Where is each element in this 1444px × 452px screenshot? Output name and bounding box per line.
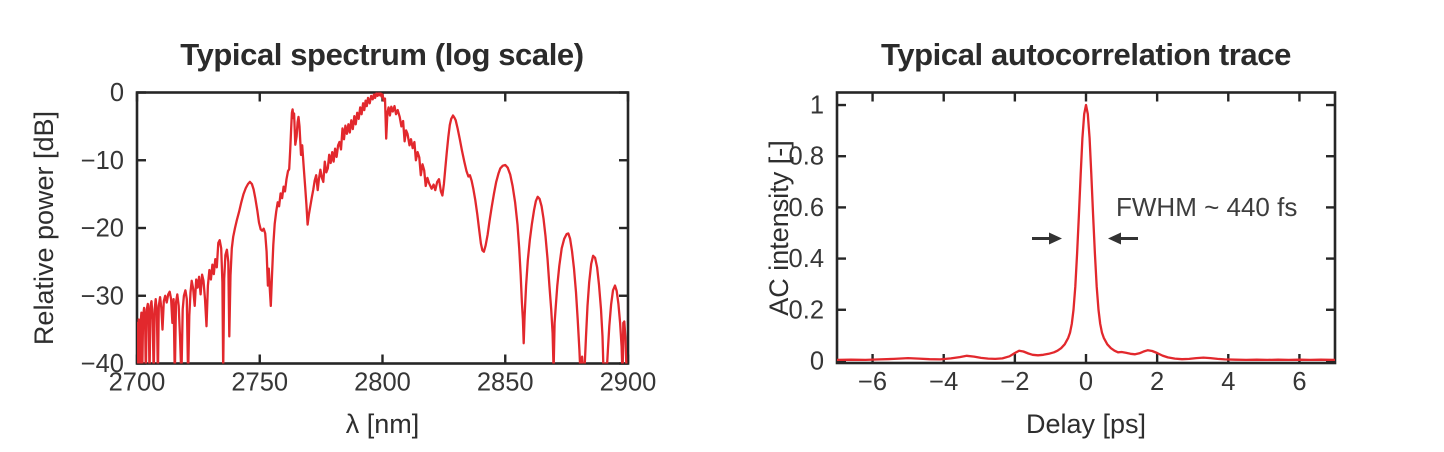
- y-tick-label: 0: [110, 79, 124, 107]
- x-tick-label: 2: [1150, 368, 1164, 396]
- autocorrelation-ylabel: AC intensity [-]: [764, 140, 794, 316]
- x-tick-label: 2900: [600, 369, 657, 397]
- y-tick-label: 0.2: [789, 296, 824, 324]
- y-tick-label: −10: [81, 147, 124, 175]
- y-tick-label: 0: [810, 347, 824, 375]
- fwhm-arrow-left-icon: [1108, 232, 1138, 245]
- spectrum-title: Typical spectrum (log scale): [180, 37, 583, 72]
- y-tick-label: 1: [810, 92, 824, 120]
- x-tick-label: 6: [1292, 368, 1306, 396]
- autocorrelation-title: Typical autocorrelation trace: [881, 37, 1291, 72]
- y-tick-label: 0.8: [789, 143, 824, 171]
- x-tick-label: 2700: [109, 369, 166, 397]
- fwhm-annotation: FWHM ~ 440 fs: [1116, 192, 1297, 222]
- x-tick-label: −4: [929, 368, 958, 396]
- y-tick-label: −40: [81, 350, 124, 378]
- autocorrelation-xlabel: Delay [ps]: [1026, 409, 1146, 439]
- y-tick-label: 0.6: [789, 194, 824, 222]
- x-tick-label: 2850: [477, 369, 534, 397]
- autocorrelation-plot: Typical autocorrelation trace −6 −4 −2 0 2 4 6…: [764, 37, 1337, 439]
- x-tick-label: 0: [1079, 368, 1093, 396]
- autocorrelation-ticks: −6 −4 −2 0 2 4 6 0 0.2 0.4 0.6 0.8 1: [789, 92, 1335, 396]
- spectrum-ticks: 2700 2750 2800 2850 2900 0 −10 −20 −30 −40: [81, 79, 657, 397]
- spectrum-ylabel: Relative power [dB]: [29, 111, 59, 345]
- y-tick-label: −20: [81, 215, 124, 243]
- spectrum-plot: Typical spectrum (log scale) 2700 2750 280…: [29, 37, 656, 439]
- autocorrelation-axes-box: [835, 91, 1337, 365]
- x-tick-label: −2: [1000, 368, 1029, 396]
- x-tick-label: 2750: [231, 369, 288, 397]
- y-tick-label: −30: [81, 282, 124, 310]
- x-tick-label: −6: [858, 368, 887, 396]
- x-tick-label: 4: [1221, 368, 1235, 396]
- spectrum-xlabel: λ [nm]: [346, 409, 420, 439]
- autocorrelation-curve: [837, 103, 1335, 362]
- y-tick-label: 0.4: [789, 245, 824, 273]
- spectrum-curve: [137, 92, 628, 364]
- x-tick-label: 2800: [354, 369, 411, 397]
- fwhm-arrow-right-icon: [1032, 232, 1062, 245]
